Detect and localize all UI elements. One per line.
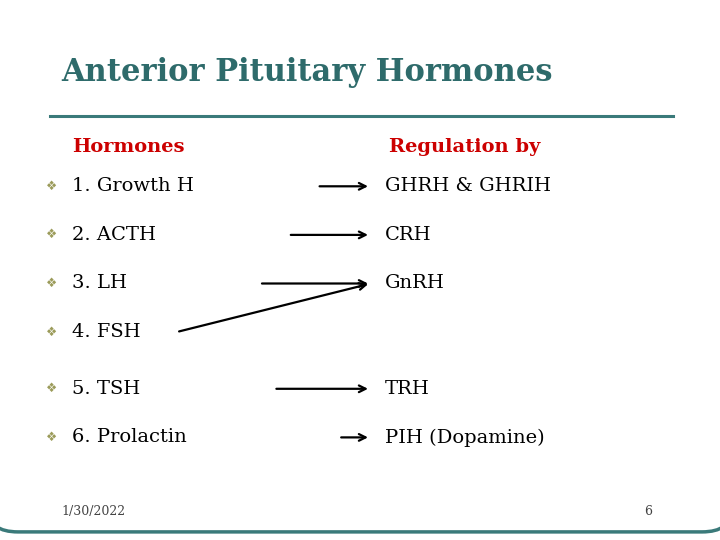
Text: ❖: ❖ bbox=[46, 382, 58, 395]
Text: ❖: ❖ bbox=[46, 277, 58, 290]
Text: Hormones: Hormones bbox=[72, 138, 184, 156]
Text: GnRH: GnRH bbox=[385, 274, 445, 293]
Text: 3. LH: 3. LH bbox=[72, 274, 127, 293]
Text: 1/30/2022: 1/30/2022 bbox=[61, 505, 126, 518]
Text: Regulation by: Regulation by bbox=[389, 138, 540, 156]
Text: 5. TSH: 5. TSH bbox=[72, 380, 140, 398]
Text: ❖: ❖ bbox=[46, 180, 58, 193]
Text: Anterior Pituitary Hormones: Anterior Pituitary Hormones bbox=[61, 57, 553, 87]
Text: 6. Prolactin: 6. Prolactin bbox=[72, 428, 186, 447]
Text: ❖: ❖ bbox=[46, 431, 58, 444]
Text: CRH: CRH bbox=[385, 226, 432, 244]
Text: 1. Growth H: 1. Growth H bbox=[72, 177, 194, 195]
Text: 6: 6 bbox=[644, 505, 652, 518]
Text: ❖: ❖ bbox=[46, 228, 58, 241]
Text: GHRH & GHRIH: GHRH & GHRIH bbox=[385, 177, 552, 195]
Text: PIH (Dopamine): PIH (Dopamine) bbox=[385, 428, 545, 447]
Text: 2. ACTH: 2. ACTH bbox=[72, 226, 156, 244]
Text: TRH: TRH bbox=[385, 380, 430, 398]
Text: ❖: ❖ bbox=[46, 326, 58, 339]
Text: 4. FSH: 4. FSH bbox=[72, 323, 140, 341]
